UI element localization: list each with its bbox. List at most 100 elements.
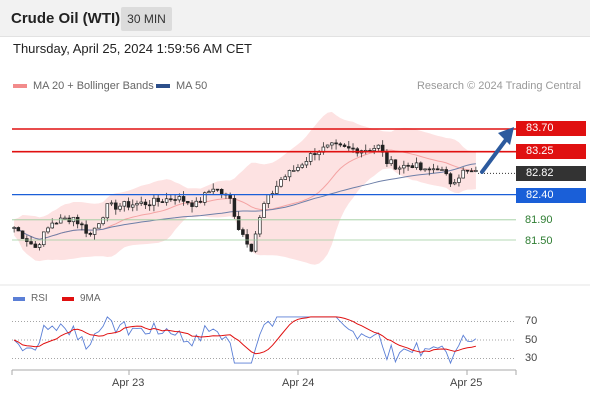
- candle-body: [474, 170, 478, 172]
- rsi-ma-legend-label: 9MA: [80, 293, 101, 304]
- candle: [304, 156, 309, 168]
- rsi-ma-legend: 9MA: [62, 293, 101, 304]
- candle-body: [249, 243, 254, 252]
- candle-body: [97, 223, 101, 229]
- candle: [88, 231, 93, 237]
- candle-body: [198, 200, 203, 203]
- candle: [325, 144, 330, 149]
- candle: [12, 226, 16, 233]
- candle-body: [92, 227, 97, 235]
- candle-body: [397, 167, 402, 170]
- candle-body: [84, 224, 88, 234]
- candle: [173, 194, 177, 205]
- candle-body: [177, 196, 182, 201]
- candle-body: [440, 169, 444, 171]
- candle: [397, 165, 402, 175]
- candle-body: [241, 229, 245, 235]
- ma50-line: [13, 163, 476, 240]
- candle-body: [203, 192, 207, 203]
- candle: [389, 156, 393, 167]
- candle: [414, 157, 419, 170]
- candle: [105, 203, 110, 222]
- candle: [194, 197, 199, 208]
- candle-body: [427, 168, 432, 171]
- last-price-tag: 82.82: [516, 166, 586, 181]
- candle: [245, 229, 249, 248]
- candle: [114, 199, 118, 215]
- candle-body: [58, 217, 63, 224]
- candle-body: [147, 204, 152, 207]
- candle-body: [101, 217, 105, 225]
- candle: [152, 194, 156, 212]
- candle: [427, 166, 432, 176]
- candle: [410, 162, 415, 169]
- candle: [20, 230, 25, 239]
- candle: [457, 174, 461, 187]
- candle: [440, 166, 444, 171]
- candle: [122, 200, 127, 212]
- candle-body: [376, 144, 381, 149]
- candle-body: [236, 216, 241, 230]
- candle: [444, 166, 448, 176]
- research-credit: Research © 2024 Trading Central: [416, 80, 581, 92]
- candle-body: [63, 217, 67, 220]
- instrument-title: Crude Oil (WTI): [11, 10, 121, 27]
- candle: [461, 167, 465, 179]
- candle: [169, 194, 173, 202]
- candle: [431, 163, 436, 174]
- candle: [215, 188, 220, 192]
- candle: [16, 226, 21, 232]
- candle: [300, 162, 304, 169]
- candle-body: [347, 146, 351, 149]
- candle: [334, 139, 338, 150]
- rsi-legend-label: RSI: [31, 293, 48, 304]
- candle: [33, 240, 38, 248]
- legend-ma20-label: MA 20 + Bollinger Bands: [33, 80, 154, 92]
- candle-body: [419, 162, 423, 171]
- candle: [186, 200, 190, 206]
- candle-body: [304, 161, 309, 166]
- candle-body: [181, 196, 186, 202]
- candle-body: [126, 201, 131, 208]
- candle-body: [410, 165, 415, 168]
- candle: [37, 242, 42, 251]
- legend-ma20: MA 20 + Bollinger Bands: [13, 80, 154, 92]
- ma50-swatch: [156, 84, 170, 88]
- resistance-1-tag: 83.25: [516, 144, 586, 159]
- candle-body: [219, 188, 224, 195]
- candle: [63, 215, 67, 220]
- candle-body: [114, 202, 118, 210]
- candle: [393, 159, 398, 170]
- candle: [338, 142, 343, 148]
- ma20-swatch: [13, 84, 27, 88]
- candle-body: [465, 169, 470, 172]
- candle-body: [355, 148, 360, 154]
- candle: [211, 183, 215, 195]
- candle-body: [444, 169, 448, 175]
- candle-body: [105, 203, 110, 219]
- candle: [275, 180, 279, 195]
- candle-body: [54, 222, 59, 225]
- candle-body: [33, 243, 38, 248]
- candle: [139, 196, 143, 206]
- candle-body: [258, 217, 262, 235]
- legend-ma50-label: MA 50: [176, 80, 208, 92]
- candle: [342, 143, 347, 148]
- resistance-2-tag: 83.70: [516, 121, 586, 136]
- candle: [156, 194, 160, 207]
- candle-body: [173, 199, 177, 201]
- candle: [97, 223, 101, 229]
- candle-body: [351, 147, 355, 150]
- candle: [232, 194, 237, 219]
- candle-body: [139, 201, 143, 204]
- candle-body: [423, 168, 427, 171]
- candle-body: [118, 205, 122, 210]
- timeframe-badge[interactable]: 30 MIN: [121, 7, 172, 31]
- candle: [160, 198, 165, 203]
- candle: [283, 174, 287, 180]
- candle-body: [143, 201, 148, 206]
- rsi-legend: RSI: [13, 293, 48, 304]
- candle-body: [42, 231, 46, 246]
- candle-body: [385, 151, 389, 165]
